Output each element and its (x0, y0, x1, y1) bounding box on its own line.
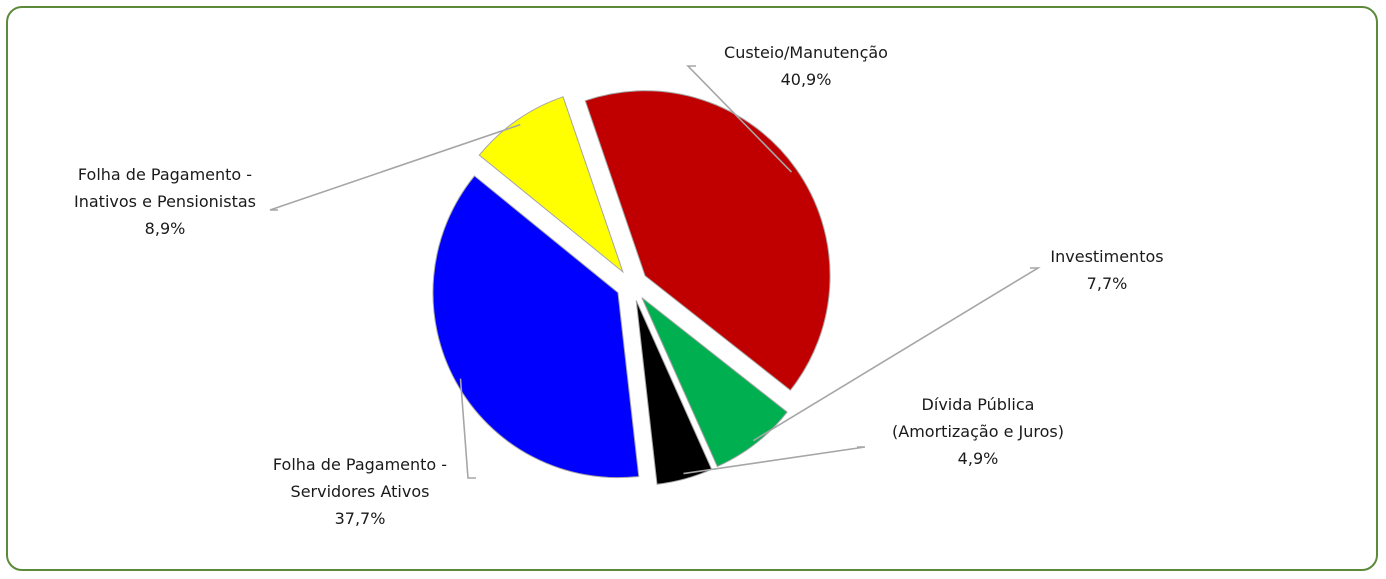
leader-line-3 (683, 446, 866, 475)
data-label-percent: 37,7% (335, 509, 386, 528)
data-label-category: Dívida Pública (922, 395, 1035, 414)
data-label-percent: 40,9% (781, 70, 832, 89)
pie-slice-2 (641, 297, 788, 468)
data-label-percent: 7,7% (1087, 274, 1128, 293)
pie-slice-1 (584, 90, 831, 391)
data-label-percent: 8,9% (145, 219, 186, 238)
leader-line-5 (269, 123, 521, 211)
data-label-2: Investimentos 7,7% (1050, 247, 1163, 293)
leader-line-1 (686, 65, 793, 173)
pie-slice-5 (478, 96, 624, 274)
data-label-1: Custeio/Manutenção 40,9% (724, 43, 888, 89)
leaders-layer (269, 65, 1041, 479)
data-label-percent: 4,9% (958, 449, 999, 468)
data-label-category: Investimentos (1050, 247, 1163, 266)
data-label-category: (Amortização e Juros) (892, 422, 1064, 441)
data-label-category: Folha de Pagamento - (273, 455, 447, 474)
data-label-category: Inativos e Pensionistas (74, 192, 256, 211)
data-label-5: Folha de Pagamento - Inativos e Pensionis… (74, 165, 256, 238)
labels-layer: Custeio/Manutenção 40,9% Investimentos 7,7%… (74, 43, 1164, 528)
data-label-category: Folha de Pagamento - (78, 165, 252, 184)
data-label-4: Folha de Pagamento - Servidores Ativos 37,… (273, 455, 447, 528)
data-label-category: Servidores Ativos (291, 482, 430, 501)
data-label-category: Custeio/Manutenção (724, 43, 888, 62)
pie-slice-4 (432, 175, 640, 479)
slices-layer (432, 90, 831, 485)
leader-line-4 (459, 378, 476, 479)
leader-line-2 (752, 267, 1041, 442)
data-label-3: Dívida Pública (Amortização e Juros) 4,9% (892, 395, 1064, 468)
